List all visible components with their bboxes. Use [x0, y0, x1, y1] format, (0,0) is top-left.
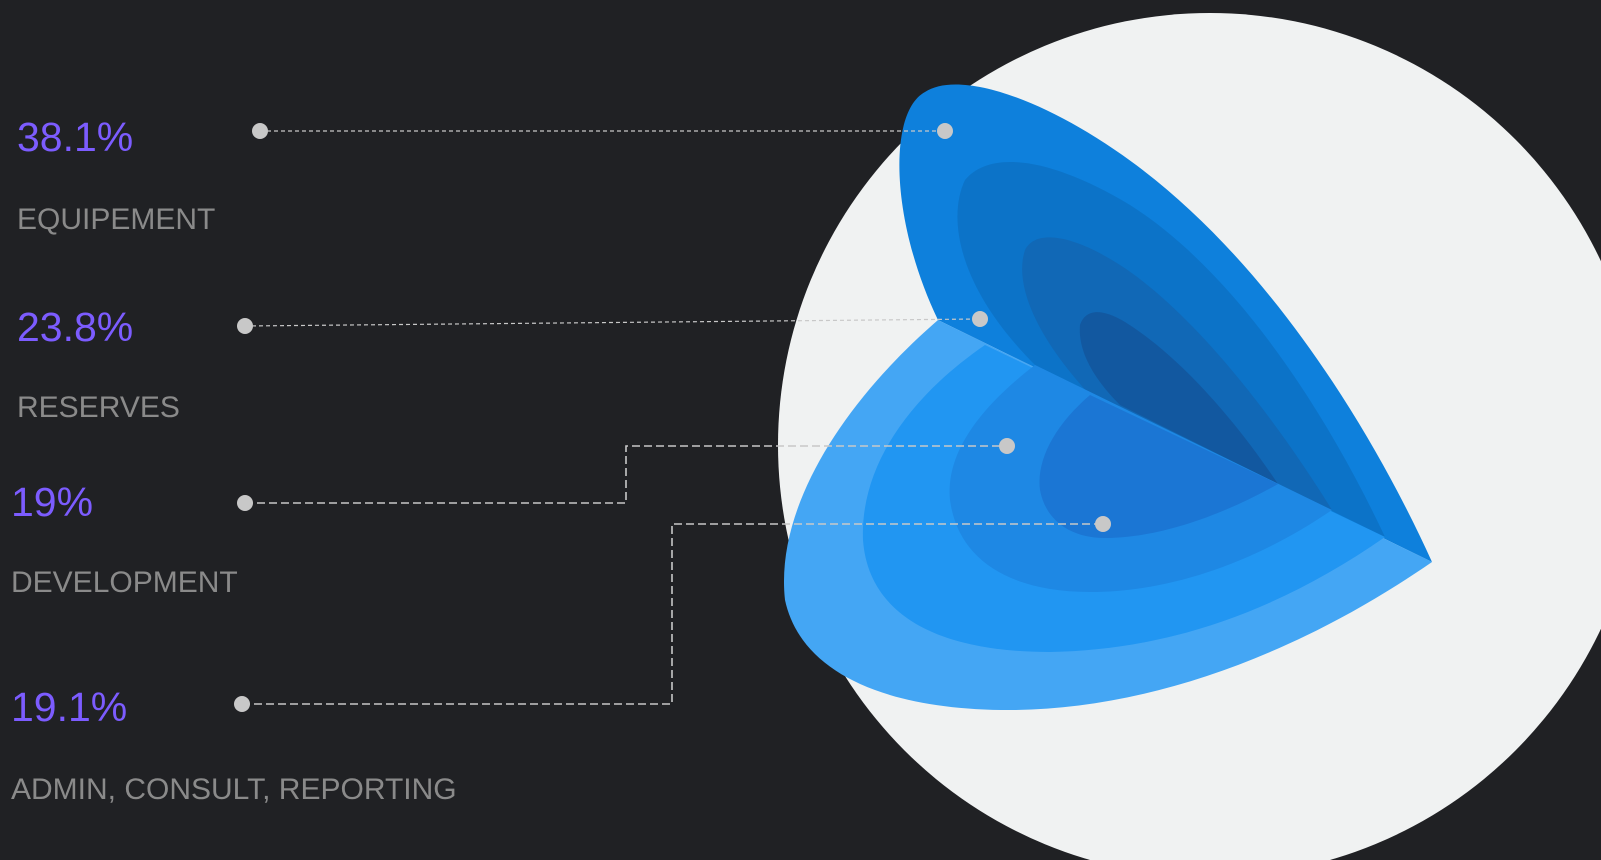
- value-label: 23.8%: [17, 304, 134, 350]
- value-label: 19.1%: [11, 684, 128, 730]
- category-label: ADMIN, CONSULT, REPORTING: [11, 773, 457, 806]
- leader-dot: [999, 438, 1015, 454]
- leader-dot: [237, 318, 253, 334]
- leader-lines: [234, 123, 1111, 712]
- category-label: DEVELOPMENT: [11, 566, 238, 599]
- chart-shapes: [783, 84, 1432, 710]
- leader-dot: [1095, 516, 1111, 532]
- leader-line: [245, 445, 1007, 504]
- leader-dot: [972, 311, 988, 327]
- leader-dot: [237, 495, 253, 511]
- upper-ring-shape: [1079, 312, 1278, 484]
- leader-dot: [234, 696, 250, 712]
- category-label: EQUIPEMENT: [17, 203, 216, 236]
- category-label: RESERVES: [17, 391, 180, 424]
- value-label: 19%: [11, 479, 94, 525]
- lower-ring-shape: [1039, 395, 1278, 538]
- value-label: 38.1%: [17, 114, 134, 160]
- leader-line: [242, 523, 1103, 705]
- leader-dot: [937, 123, 953, 139]
- leader-line: [244, 318, 981, 327]
- leader-dot: [252, 123, 268, 139]
